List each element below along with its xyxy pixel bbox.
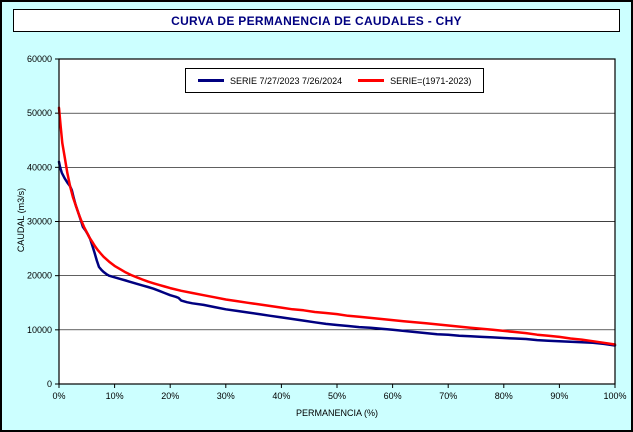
legend-item-series2: SERIE=(1971-2023) (358, 76, 471, 86)
svg-text:20000: 20000 (27, 271, 52, 281)
chart-title: CURVA DE PERMANENCIA DE CAUDALES - CHY (171, 13, 462, 28)
series2-line-swatch (358, 79, 385, 82)
svg-text:90%: 90% (550, 391, 568, 401)
svg-text:40%: 40% (272, 391, 290, 401)
x-axis-title: PERMANENCIA (%) (295, 408, 378, 418)
series1-line-swatch (198, 79, 224, 82)
svg-text:10%: 10% (106, 391, 124, 401)
svg-text:100%: 100% (603, 391, 626, 401)
svg-text:70%: 70% (439, 391, 457, 401)
chart-title-box: CURVA DE PERMANENCIA DE CAUDALES - CHY (13, 9, 620, 32)
legend: SERIE 7/27/2023 7/26/2024 SERIE=(1971-20… (185, 68, 485, 93)
svg-text:20%: 20% (161, 391, 179, 401)
legend-item-series1: SERIE 7/27/2023 7/26/2024 (198, 76, 342, 86)
svg-text:30000: 30000 (27, 217, 52, 227)
svg-text:50%: 50% (328, 391, 346, 401)
svg-text:40000: 40000 (27, 162, 52, 172)
svg-text:30%: 30% (217, 391, 235, 401)
svg-text:50000: 50000 (27, 108, 52, 118)
svg-text:0%: 0% (52, 391, 65, 401)
svg-text:60000: 60000 (27, 54, 52, 64)
svg-text:80%: 80% (495, 391, 513, 401)
svg-text:60%: 60% (384, 391, 402, 401)
y-axis-title: CAUDAL (m3/s) (16, 187, 26, 253)
legend-label-series2: SERIE=(1971-2023) (390, 75, 472, 86)
legend-label-series1: SERIE 7/27/2023 7/26/2024 (230, 75, 343, 86)
svg-text:10000: 10000 (27, 325, 52, 335)
svg-text:0: 0 (47, 379, 52, 389)
